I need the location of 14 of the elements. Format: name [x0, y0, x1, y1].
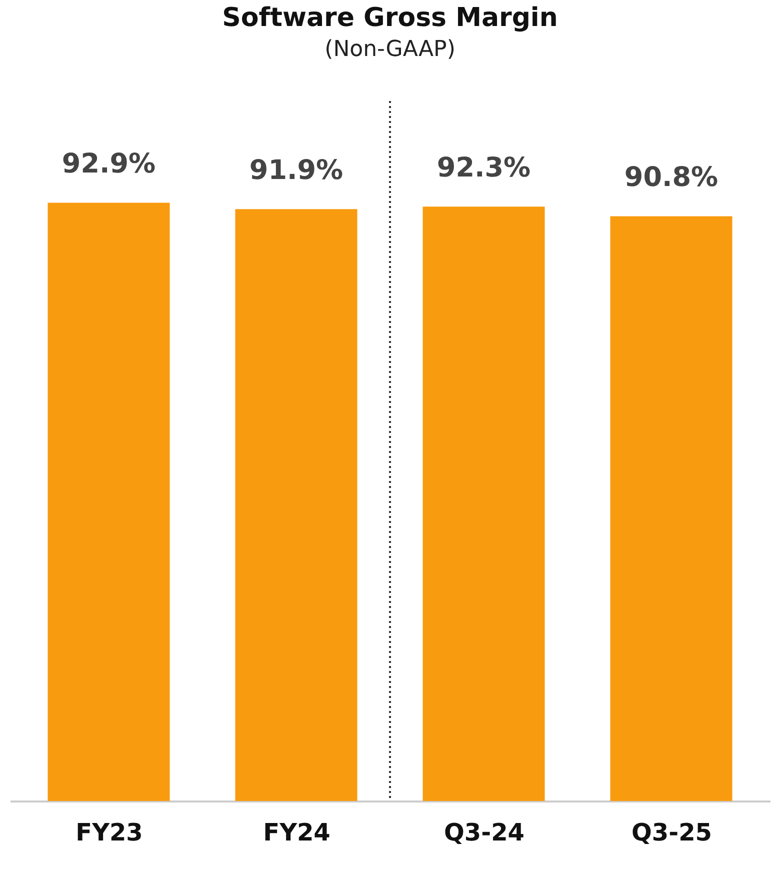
data-label: 91.9%: [249, 155, 344, 186]
bar: [48, 202, 170, 801]
x-tick-label: FY23: [76, 818, 143, 846]
chart-subtitle: (Non-GAAP): [324, 37, 456, 62]
data-label: 92.3%: [436, 152, 531, 184]
chart-title: Software Gross Margin: [222, 3, 558, 33]
x-tick-label: FY24: [263, 818, 330, 846]
data-label: 92.9%: [62, 148, 156, 180]
data-label: 90.8%: [624, 162, 718, 194]
x-tick-label: Q3-24: [444, 818, 524, 846]
x-tick-label: Q3-25: [632, 818, 712, 846]
bar: [610, 216, 732, 801]
bar: [235, 209, 358, 801]
bar: [422, 206, 545, 801]
